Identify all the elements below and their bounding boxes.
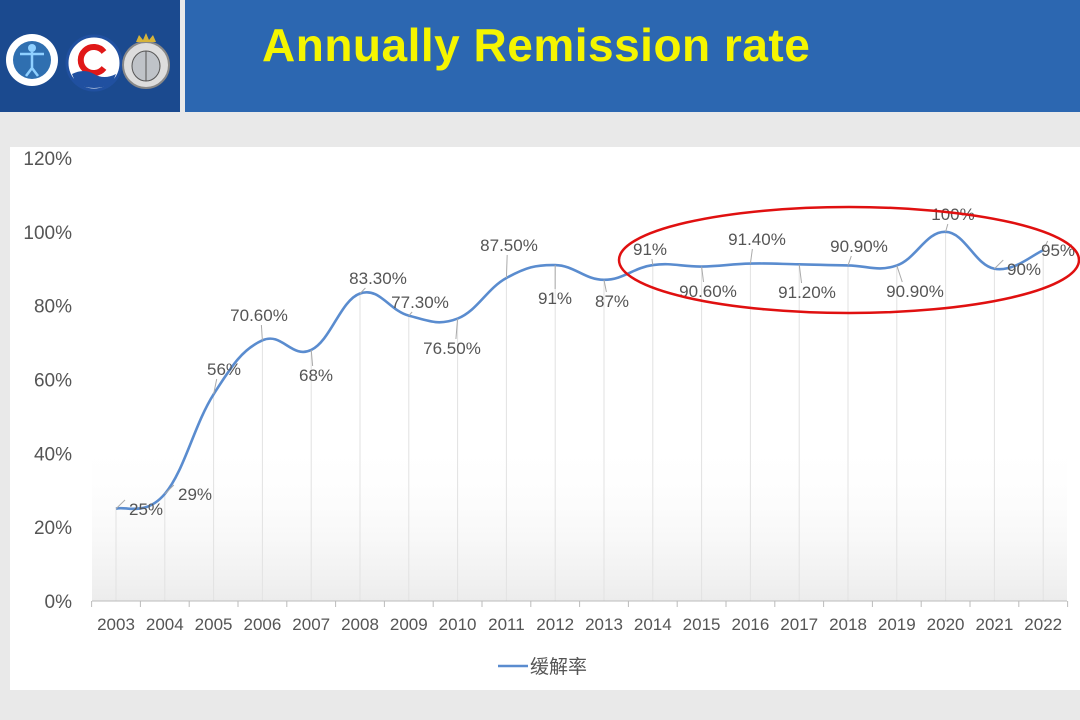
label-leader: [945, 223, 949, 232]
data-label: 91.40%: [728, 230, 786, 249]
data-label: 56%: [207, 360, 241, 379]
y-tick-label: 60%: [34, 371, 72, 392]
data-label: 95%: [1041, 241, 1075, 260]
data-label: 100%: [931, 205, 974, 224]
logos: [6, 33, 170, 92]
data-label: 25%: [129, 500, 163, 519]
data-label: 90%: [1007, 260, 1041, 279]
x-tick-label: 2010: [439, 615, 477, 634]
label-leader: [164, 484, 175, 495]
x-tick-label: 2022: [1024, 615, 1062, 634]
label-leader: [115, 499, 126, 510]
x-tick-label: 2008: [341, 615, 379, 634]
data-label: 68%: [299, 366, 333, 385]
label-leader: [359, 287, 366, 294]
data-label: 91.20%: [778, 283, 836, 302]
data-label: 76.50%: [423, 339, 481, 358]
medical-logo: [6, 34, 58, 86]
legend-label: 缓解率: [530, 656, 587, 678]
data-label: 83.30%: [349, 269, 407, 288]
label-leader: [994, 259, 1004, 270]
logo-area: [0, 0, 180, 112]
x-tick-label: 2004: [146, 615, 184, 634]
x-tick-label: 2016: [731, 615, 769, 634]
data-label: 77.30%: [391, 293, 449, 312]
brain-crown-logo: [122, 33, 170, 89]
data-label: 87%: [595, 292, 629, 311]
label-leader: [1042, 240, 1049, 251]
x-tick-label: 2017: [780, 615, 818, 634]
c-wave-logo: [65, 34, 123, 92]
x-tick-label: 2003: [97, 615, 135, 634]
data-label: 90.90%: [886, 282, 944, 301]
legend: 缓解率: [498, 656, 587, 678]
page-title: Annually Remission rate: [262, 19, 811, 71]
data-label: 29%: [178, 485, 212, 504]
y-tick-label: 120%: [23, 149, 72, 170]
x-tick-label: 2015: [683, 615, 721, 634]
data-label: 91%: [633, 240, 667, 259]
data-label: 70.60%: [230, 306, 288, 325]
x-tick-label: 2019: [878, 615, 916, 634]
y-tick-label: 100%: [23, 223, 72, 244]
label-leader: [847, 255, 852, 266]
label-leader: [798, 264, 803, 284]
label-leader: [603, 279, 607, 293]
label-leader: [701, 266, 705, 283]
y-tick-label: 20%: [34, 518, 72, 539]
x-tick-label: 2021: [975, 615, 1013, 634]
data-label: 87.50%: [480, 236, 538, 255]
series-line-remission: [115, 230, 1044, 511]
y-tick-label: 40%: [34, 444, 72, 465]
label-leader: [213, 378, 218, 395]
x-tick-label: 2018: [829, 615, 867, 634]
plot-shade: [92, 440, 1067, 601]
x-tick-label: 2006: [243, 615, 281, 634]
highlight-ellipse: [617, 205, 1080, 315]
x-tick-label: 2020: [927, 615, 965, 634]
label-leader: [505, 254, 508, 278]
x-tick-label: 2005: [195, 615, 233, 634]
label-leader: [749, 248, 753, 264]
data-label: 90.60%: [679, 282, 737, 301]
y-tick-label: 80%: [34, 297, 72, 318]
x-tick-label: 2011: [488, 615, 525, 634]
label-leader: [455, 318, 459, 340]
x-tick-label: 2007: [292, 615, 330, 634]
x-tick-label: 2012: [536, 615, 574, 634]
title-bar: [185, 0, 1080, 112]
label-leader: [310, 349, 314, 367]
label-leader: [651, 258, 654, 266]
label-leader: [408, 311, 413, 316]
data-label: 91%: [538, 289, 572, 308]
y-tick-label: 0%: [45, 592, 73, 613]
x-tick-label: 2013: [585, 615, 623, 634]
x-tick-label: 2014: [634, 615, 672, 634]
data-label: 90.90%: [830, 237, 888, 256]
x-tick-label: 2009: [390, 615, 428, 634]
label-leader: [896, 265, 903, 283]
label-leader: [260, 324, 263, 341]
